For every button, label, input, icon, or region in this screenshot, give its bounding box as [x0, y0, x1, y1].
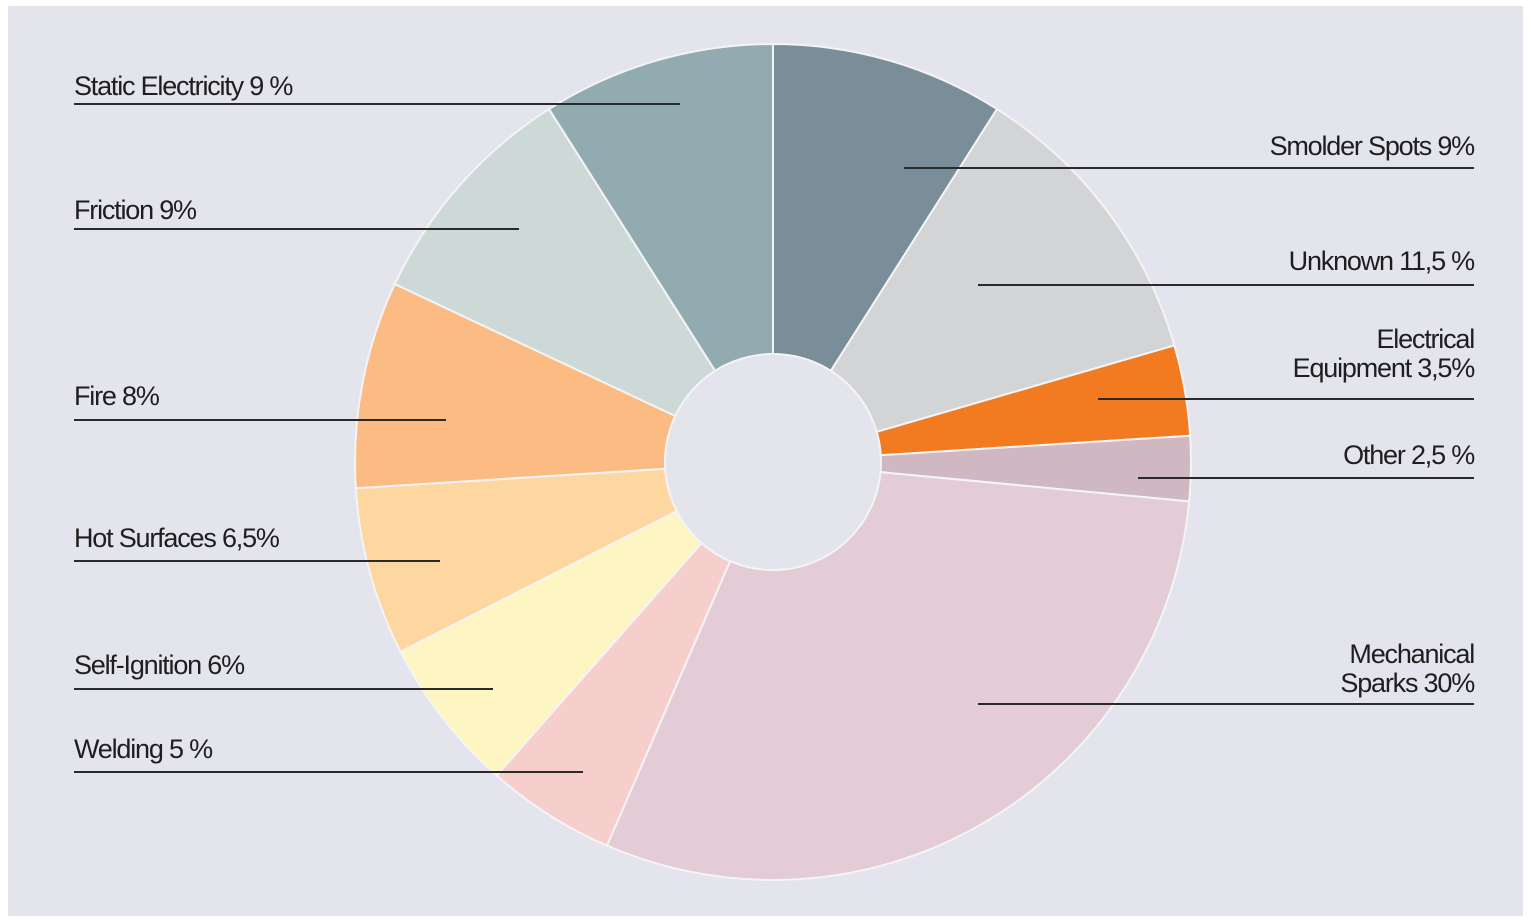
- slice-label-other-2-5: Other 2,5 %: [1343, 440, 1475, 470]
- pie-slices: [354, 42, 1192, 881]
- slice-label-hot-surfaces-6-5: Hot Surfaces 6,5%: [74, 523, 280, 553]
- slice-label-fire-8: Fire 8%: [74, 381, 160, 411]
- slice-label-unknown-11-5: Unknown 11,5 %: [1289, 246, 1476, 276]
- slice-label-mechanical-sparks-30: Mechanical Sparks 30%: [1340, 639, 1475, 698]
- slice-label-electrical-equipment-3-5: Electrical Equipment 3,5%: [1293, 324, 1476, 383]
- slice-label-friction-9: Friction 9%: [74, 195, 197, 225]
- slice-label-static-electricity-9: Static Electricity 9 %: [74, 71, 293, 101]
- slice-label-self-ignition-6: Self-Ignition 6%: [74, 650, 245, 680]
- slice-smolder-spots-9: [772, 42, 999, 466]
- slice-friction-9: [393, 107, 776, 465]
- donut-center: [664, 353, 882, 571]
- pie-hole: [664, 353, 882, 571]
- slice-label-smolder-spots-9: Smolder Spots 9%: [1270, 131, 1476, 161]
- leader-lines: [74, 103, 1474, 773]
- slice-hot-surfaces-6-5: [354, 461, 774, 654]
- slice-static-electricity-9: [547, 42, 774, 466]
- pie-chart: Smolder Spots 9% Unknown 11,5 % Electrical…: [74, 42, 1476, 881]
- chart-panel: Smolder Spots 9% Unknown 11,5 % Electrical…: [8, 6, 1523, 916]
- slice-label-welding-5: Welding 5 %: [74, 734, 213, 764]
- slice-labels: Smolder Spots 9% Unknown 11,5 % Electrical…: [74, 71, 1476, 764]
